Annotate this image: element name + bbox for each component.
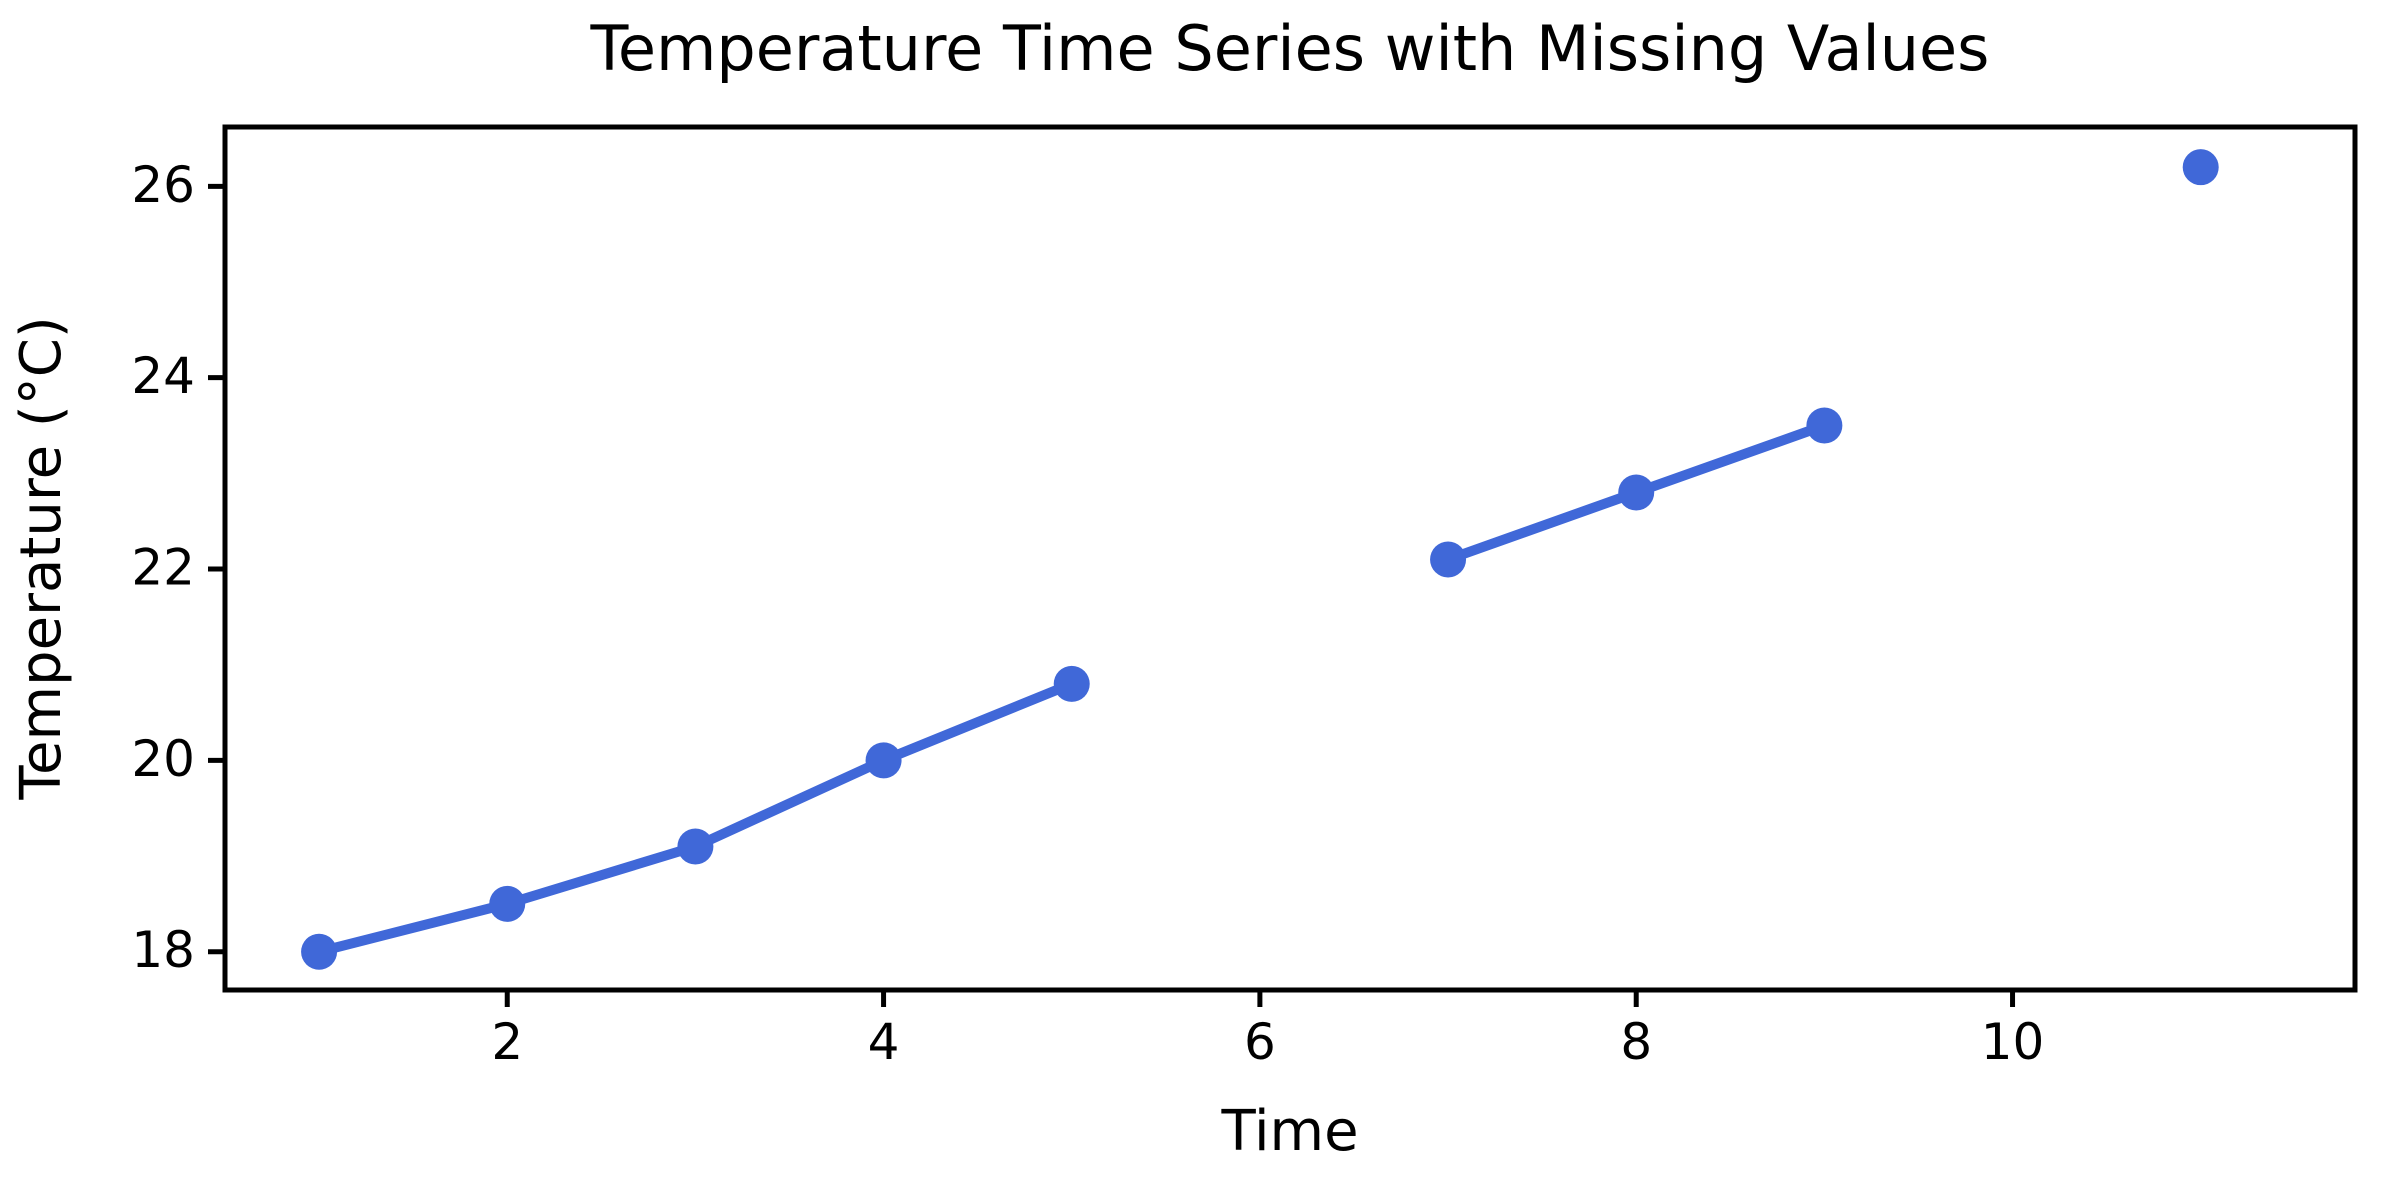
data-point-marker: [865, 742, 902, 779]
data-point-marker: [1806, 407, 1843, 444]
data-point-marker: [1053, 665, 1090, 702]
x-tick-label: 8: [1620, 1013, 1652, 1071]
y-tick-label: 24: [131, 347, 195, 405]
x-tick-label: 10: [1981, 1013, 2045, 1071]
y-axis-title: Temperature (°C): [9, 316, 74, 800]
data-point-marker: [1430, 541, 1467, 578]
x-tick-label: 6: [1244, 1013, 1276, 1071]
data-point-marker: [1618, 474, 1655, 511]
data-point-marker: [2182, 149, 2219, 186]
data-point-marker: [489, 885, 526, 922]
plot-area-spines: [222, 124, 2358, 993]
data-point-marker: [301, 933, 338, 970]
chart-title: Temperature Time Series with Missing Val…: [590, 12, 1990, 85]
y-tick-label: 22: [131, 539, 195, 597]
y-tick-label: 26: [131, 156, 195, 214]
x-axis-title: Time: [1220, 1099, 1358, 1164]
x-axis-ticks: 2 4 6 8 10: [491, 990, 2044, 1071]
y-axis-ticks: 18 20 22 24 26: [131, 156, 225, 979]
x-tick-label: 2: [491, 1013, 523, 1071]
series-marker-group: [301, 149, 2219, 970]
y-tick-label: 18: [131, 921, 195, 979]
data-point-marker: [677, 828, 714, 865]
x-tick-label: 4: [868, 1013, 900, 1071]
y-tick-label: 20: [131, 730, 195, 788]
